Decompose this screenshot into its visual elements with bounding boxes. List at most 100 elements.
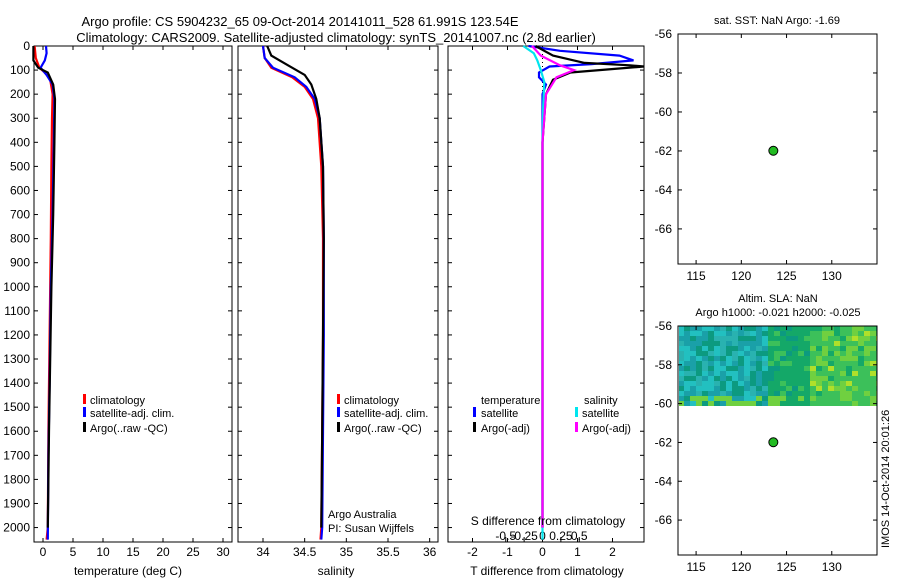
heatmap-cell — [708, 336, 714, 341]
heatmap-cell — [810, 351, 816, 356]
heatmap-cell — [858, 351, 864, 356]
heatmap-cell — [684, 341, 690, 346]
heatmap-cell — [762, 336, 768, 341]
legend-label-argo: Argo(..raw -QC) — [90, 423, 168, 435]
heatmap-cell — [846, 361, 852, 366]
heatmap-cell — [786, 386, 792, 391]
heatmap-cell — [768, 391, 774, 396]
heatmap-cell — [798, 366, 804, 371]
heatmap-cell — [870, 326, 876, 331]
heatmap-cell — [816, 376, 822, 381]
heatmap-cell — [702, 331, 708, 336]
heatmap-cell — [870, 376, 876, 381]
heatmap-cell — [774, 341, 780, 346]
heatmap-cell — [852, 386, 858, 391]
heatmap-cell — [774, 356, 780, 361]
heatmap-cell — [679, 356, 684, 361]
heatmap-cell — [810, 336, 816, 341]
heatmap-cell — [816, 361, 822, 366]
series-line-argo-raw-qc- — [32, 46, 57, 528]
heatmap-cell — [846, 391, 852, 396]
heatmap-cell — [756, 381, 762, 386]
x-tick-label: 125 — [777, 560, 797, 574]
heatmap-cell — [762, 386, 768, 391]
heatmap-cell — [750, 371, 756, 376]
heatmap-cell — [816, 391, 822, 396]
heatmap-cell — [804, 331, 810, 336]
heatmap-cell — [714, 401, 720, 406]
heatmap-cell — [792, 351, 798, 356]
x-tick-label: 130 — [822, 269, 842, 283]
heatmap-cell — [720, 331, 726, 336]
heatmap-cell — [714, 386, 720, 391]
heatmap-cell — [726, 356, 732, 361]
heatmap-cell — [708, 381, 714, 386]
heatmap-cell — [864, 326, 870, 331]
heatmap-cell — [822, 391, 828, 396]
heatmap-cell — [756, 371, 762, 376]
heatmap-cell — [762, 396, 768, 401]
heatmap-cell — [684, 396, 690, 401]
heatmap-cell — [702, 371, 708, 376]
heatmap-cell — [840, 391, 846, 396]
heatmap-cell — [834, 381, 840, 386]
heatmap-cell — [714, 331, 720, 336]
heatmap-cell — [720, 401, 726, 406]
sla-map-subtitle: Argo h1000: -0.021 h2000: -0.025 — [695, 307, 860, 319]
heatmap-cell — [828, 351, 834, 356]
heatmap-cell — [696, 401, 702, 406]
heatmap-cell — [696, 376, 702, 381]
legend-swatch-argo — [337, 422, 340, 432]
y-tick-label: 100 — [10, 63, 30, 77]
heatmap-cell — [714, 381, 720, 386]
heatmap-cell — [690, 336, 696, 341]
heatmap-cell — [744, 326, 750, 331]
heatmap-cell — [834, 351, 840, 356]
heatmap-cell — [750, 346, 756, 351]
heatmap-cell — [684, 381, 690, 386]
heatmap-cell — [858, 331, 864, 336]
heatmap-cell — [714, 346, 720, 351]
heatmap-cell — [792, 401, 798, 406]
heatmap-cell — [840, 336, 846, 341]
heatmap-cell — [792, 361, 798, 366]
heatmap-cell — [864, 401, 870, 406]
heatmap-cell — [816, 341, 822, 346]
heatmap-cell — [852, 371, 858, 376]
heatmap-cell — [756, 331, 762, 336]
heatmap-cell — [870, 396, 876, 401]
heatmap-cell — [810, 361, 816, 366]
heatmap-cell — [780, 346, 786, 351]
y-tick-label: 0 — [23, 39, 30, 53]
annotation-argo-australia: Argo Australia — [328, 509, 397, 521]
heatmap-cell — [816, 356, 822, 361]
heatmap-cell — [696, 336, 702, 341]
heatmap-cell — [774, 336, 780, 341]
heatmap-cell — [679, 376, 684, 381]
heatmap-cell — [816, 396, 822, 401]
heatmap-cell — [726, 401, 732, 406]
heatmap-cell — [750, 366, 756, 371]
heatmap-cell — [708, 376, 714, 381]
heatmap-cell — [762, 366, 768, 371]
heatmap-cell — [750, 386, 756, 391]
heatmap-cell — [768, 386, 774, 391]
x-tick-label: 0 — [40, 545, 47, 559]
heatmap-cell — [786, 391, 792, 396]
heatmap-cell — [768, 361, 774, 366]
heatmap-cell — [798, 376, 804, 381]
heatmap-cell — [708, 386, 714, 391]
heatmap-cell — [714, 376, 720, 381]
heatmap-cell — [774, 326, 780, 331]
x-tick-label: 115 — [687, 560, 706, 574]
heatmap-cell — [696, 366, 702, 371]
heatmap-cell — [702, 351, 708, 356]
heatmap-cell — [756, 351, 762, 356]
heatmap-cell — [684, 371, 690, 376]
heatmap-cell — [762, 361, 768, 366]
heatmap-cell — [690, 371, 696, 376]
y-tick-label: -58 — [655, 358, 673, 372]
y-tick-label: 400 — [10, 135, 30, 149]
heatmap-cell — [810, 341, 816, 346]
